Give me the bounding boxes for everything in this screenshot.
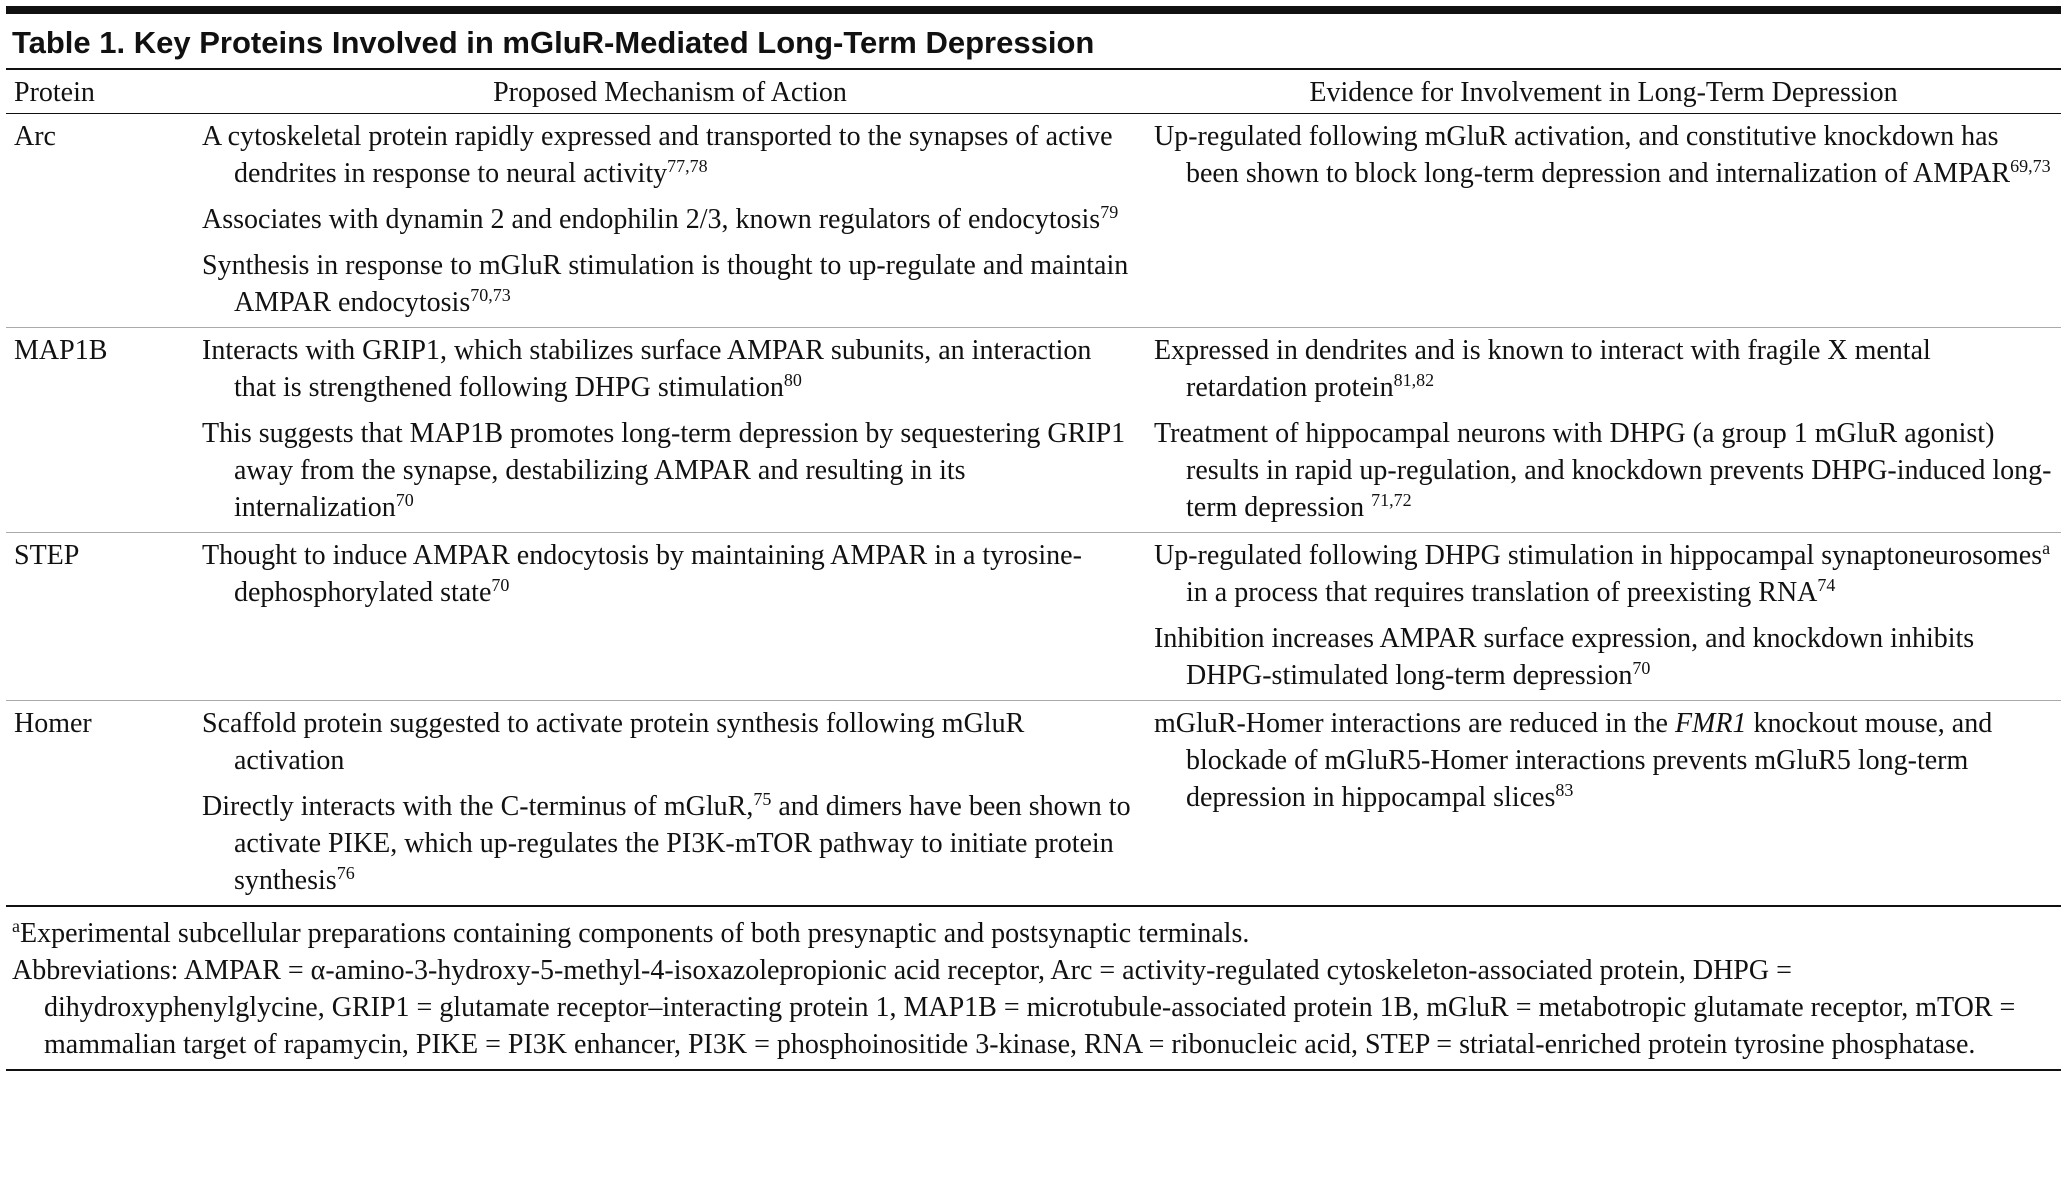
superscript: 75 <box>753 789 772 809</box>
paragraph: This suggests that MAP1B promotes long-t… <box>202 415 1138 526</box>
text-run: This suggests that MAP1B promotes long-t… <box>202 418 1126 523</box>
superscript: 76 <box>336 863 355 883</box>
superscript: 69,73 <box>2010 156 2051 176</box>
page: Table 1. Key Proteins Involved in mGluR-… <box>0 6 2067 1198</box>
column-header: Protein <box>6 70 194 114</box>
superscript: 71,72 <box>1371 490 1412 510</box>
evidence-cell: Up-regulated following DHPG stimulation … <box>1146 532 2061 701</box>
paragraph: Scaffold protein suggested to activate p… <box>202 705 1138 779</box>
paragraph: Up-regulated following DHPG stimulation … <box>1154 537 2053 611</box>
superscript: 80 <box>783 370 802 390</box>
text-run: Interacts with GRIP1, which stabilizes s… <box>202 335 1092 403</box>
text-run: Abbreviations: AMPAR = α-amino-3-hydroxy… <box>12 955 2016 1060</box>
table-document: Table 1. Key Proteins Involved in mGluR-… <box>6 6 2061 1071</box>
paragraph: Directly interacts with the C-terminus o… <box>202 788 1138 899</box>
text-run: Associates with dynamin 2 and endophilin… <box>202 204 1101 235</box>
protein-cell: Homer <box>6 700 194 907</box>
paragraph: Interacts with GRIP1, which stabilizes s… <box>202 332 1138 406</box>
top-rule <box>6 6 2061 14</box>
paragraph: Abbreviations: AMPAR = α-amino-3-hydroxy… <box>12 952 2055 1063</box>
paragraph: Associates with dynamin 2 and endophilin… <box>202 201 1138 238</box>
text-run: Inhibition increases AMPAR surface expre… <box>1154 623 1975 691</box>
paragraph: aExperimental subcellular preparations c… <box>12 915 2055 952</box>
superscript: a <box>2042 538 2051 558</box>
superscript: 70 <box>395 490 414 510</box>
text-run: Directly interacts with the C-terminus o… <box>202 791 754 822</box>
evidence-cell: Expressed in dendrites and is known to i… <box>1146 327 2061 533</box>
italic-text: FMR1 <box>1674 708 1747 739</box>
protein-cell: STEP <box>6 532 194 701</box>
superscript: 77,78 <box>667 156 708 176</box>
mechanism-cell: Interacts with GRIP1, which stabilizes s… <box>194 327 1146 533</box>
table: Protein Proposed Mechanism of Action Evide… <box>6 70 2061 907</box>
paragraph: A cytoskeletal protein rapidly expressed… <box>202 118 1138 192</box>
text-run: A cytoskeletal protein rapidly expressed… <box>202 121 1113 189</box>
text-run: Treatment of hippocampal neurons with DH… <box>1154 418 2052 523</box>
superscript: 70,73 <box>470 285 511 305</box>
table-body: Arc A cytoskeletal protein rapidly expres… <box>6 113 2061 907</box>
text-run: Scaffold protein suggested to activate p… <box>202 708 1025 776</box>
paragraph: Up-regulated following mGluR activation,… <box>1154 118 2053 192</box>
protein-cell: MAP1B <box>6 327 194 533</box>
column-header: Proposed Mechanism of Action <box>194 70 1146 114</box>
header-row: Protein Proposed Mechanism of Action Evide… <box>6 70 2061 114</box>
mechanism-cell: A cytoskeletal protein rapidly expressed… <box>194 113 1146 328</box>
paragraph: Inhibition increases AMPAR surface expre… <box>1154 620 2053 694</box>
text-run: Up-regulated following DHPG stimulation … <box>1154 540 2043 571</box>
footnotes: aExperimental subcellular preparations c… <box>6 907 2061 1071</box>
table-row: STEP Thought to induce AMPAR endocytosis … <box>6 532 2061 701</box>
text-run: Synthesis in response to mGluR stimulati… <box>202 250 1129 318</box>
text-run: mGluR-Homer interactions are reduced in … <box>1154 708 1675 739</box>
text-run: and dimers have been shown to activate P… <box>234 791 1131 896</box>
text-run: in a process that requires translation o… <box>1186 577 1818 608</box>
text-run: Expressed in dendrites and is known to i… <box>1154 335 1931 403</box>
table-row: Homer Scaffold protein suggested to activ… <box>6 700 2061 907</box>
paragraph: Synthesis in response to mGluR stimulati… <box>202 247 1138 321</box>
table-row: Arc A cytoskeletal protein rapidly expres… <box>6 113 2061 328</box>
text-run: knockout mouse, and blockade of mGluR5-H… <box>1186 708 1993 813</box>
mechanism-cell: Thought to induce AMPAR endocytosis by m… <box>194 532 1146 701</box>
mechanism-cell: Scaffold protein suggested to activate p… <box>194 700 1146 907</box>
evidence-cell: Up-regulated following mGluR activation,… <box>1146 113 2061 328</box>
text-run: Thought to induce AMPAR endocytosis by m… <box>202 540 1082 608</box>
protein-cell: Arc <box>6 113 194 328</box>
superscript: a <box>12 916 20 936</box>
superscript: 83 <box>1555 780 1574 800</box>
evidence-cell: mGluR-Homer interactions are reduced in … <box>1146 700 2061 907</box>
table-title: Table 1. Key Proteins Involved in mGluR-… <box>6 14 2061 70</box>
text-run: Up-regulated following mGluR activation,… <box>1154 121 2011 189</box>
superscript: 74 <box>1817 575 1836 595</box>
paragraph: Thought to induce AMPAR endocytosis by m… <box>202 537 1138 611</box>
superscript: 81,82 <box>1393 370 1435 390</box>
text-run: Experimental subcellular preparations co… <box>20 918 1250 949</box>
paragraph: Expressed in dendrites and is known to i… <box>1154 332 2053 406</box>
paragraph: Treatment of hippocampal neurons with DH… <box>1154 415 2053 526</box>
table-row: MAP1B Interacts with GRIP1, which stabili… <box>6 327 2061 533</box>
column-header: Evidence for Involvement in Long-Term De… <box>1146 70 2061 114</box>
superscript: 70 <box>491 575 510 595</box>
superscript: 79 <box>1100 202 1119 222</box>
paragraph: mGluR-Homer interactions are reduced in … <box>1154 705 2053 816</box>
superscript: 70 <box>1632 658 1651 678</box>
